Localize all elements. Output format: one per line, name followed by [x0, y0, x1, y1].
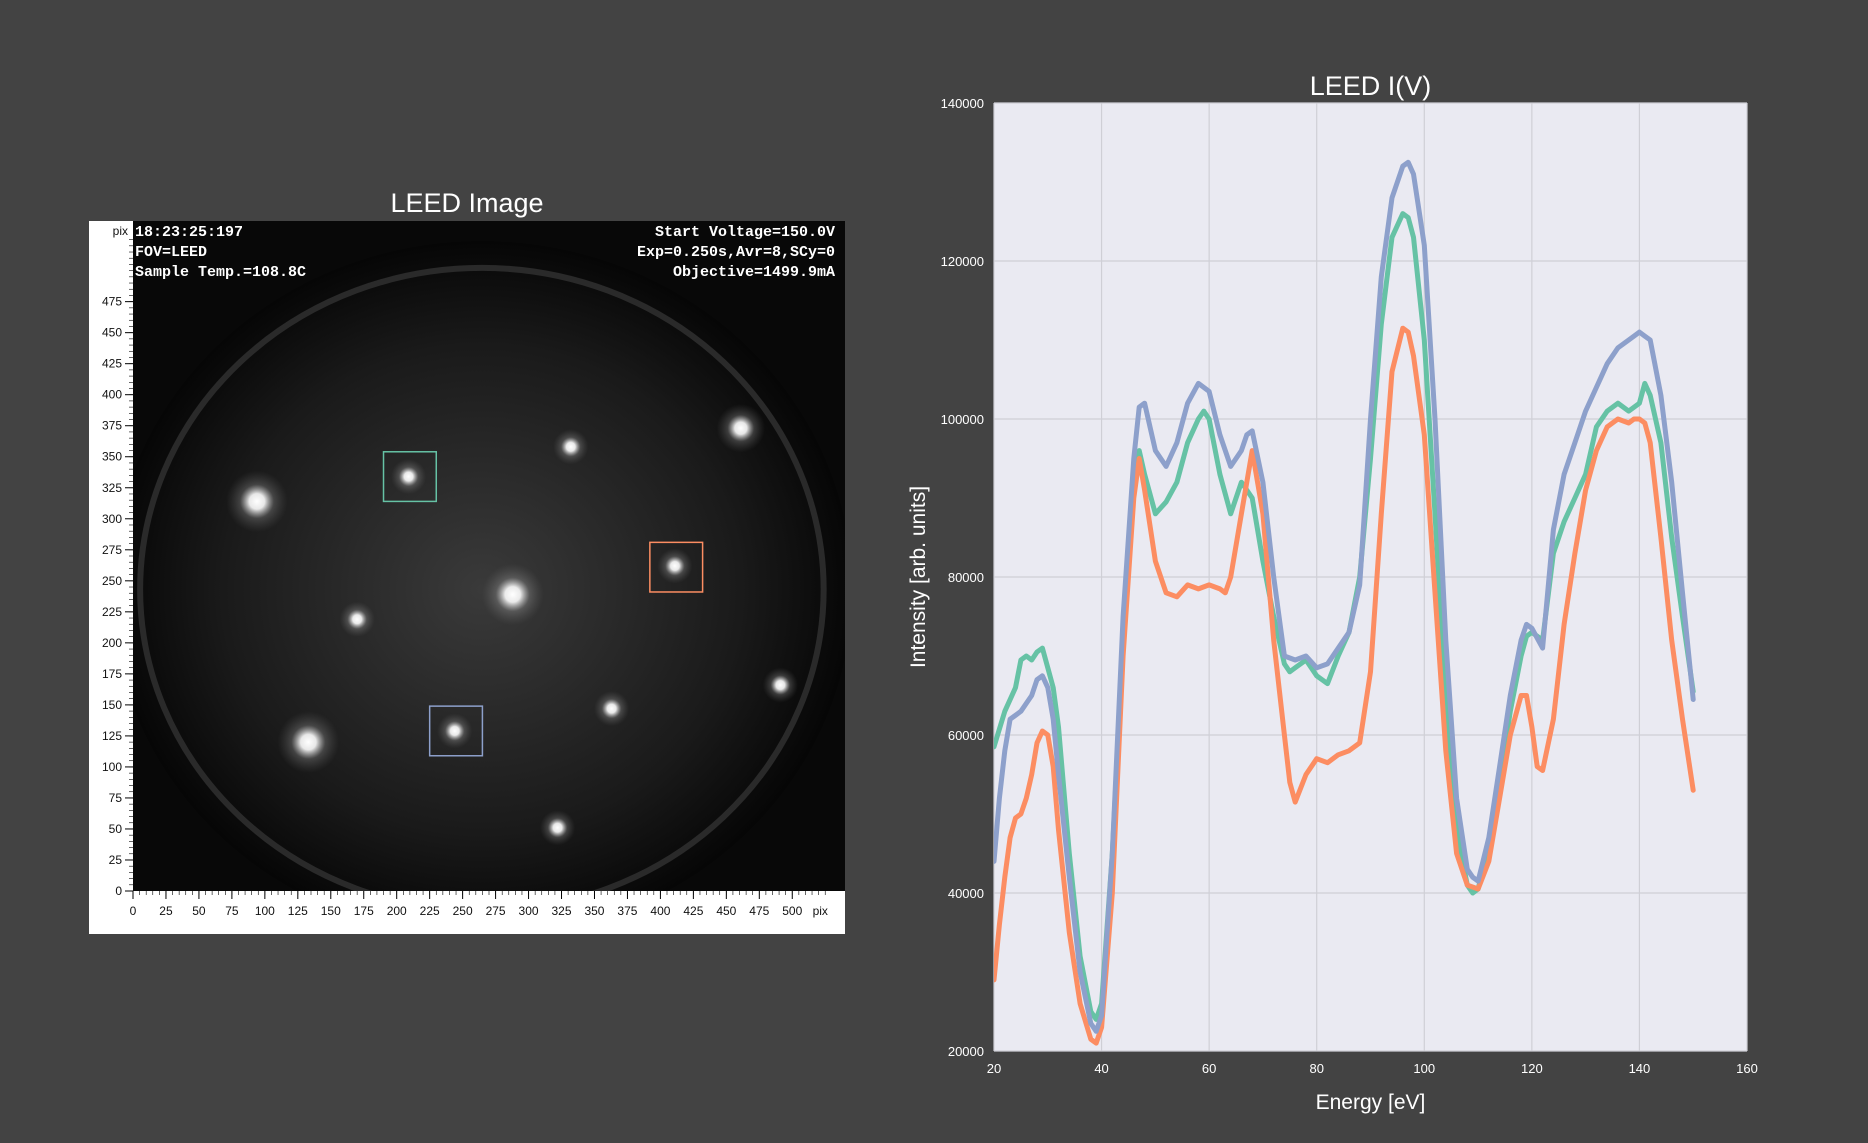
- y-tick-label: 100: [102, 760, 122, 774]
- leed-image-title: LEED Image: [390, 188, 544, 218]
- y-tick-label: 80000: [948, 570, 984, 585]
- x-tick-label: 475: [749, 904, 769, 918]
- diffraction-spot: [553, 429, 589, 465]
- overlay-text-left: 18:23:25:197: [135, 224, 243, 241]
- x-tick-label: 0: [130, 904, 137, 918]
- y-unit-label: pix: [113, 224, 128, 238]
- diffraction-spot: [437, 713, 473, 749]
- y-tick-label: 450: [102, 326, 122, 340]
- y-tick-label: 275: [102, 543, 122, 557]
- x-tick-label: 160: [1736, 1061, 1758, 1076]
- x-tick-label: 100: [1413, 1061, 1435, 1076]
- y-tick-label: 125: [102, 729, 122, 743]
- y-tick-label: 140000: [941, 96, 984, 111]
- y-tick-label: 120000: [941, 254, 984, 269]
- y-tick-label: 300: [102, 512, 122, 526]
- roi-box: [382, 451, 438, 503]
- x-tick-label: 40: [1094, 1061, 1108, 1076]
- y-tick-label: 425: [102, 357, 122, 371]
- overlay-text-right: Start Voltage=150.0V: [655, 224, 835, 241]
- x-unit-label: pix: [813, 904, 828, 918]
- diffraction-spot: [594, 691, 630, 727]
- series-group: [994, 159, 1696, 1046]
- diffraction-spot: [481, 563, 544, 626]
- iv-chart-title: LEED I(V): [1309, 71, 1432, 101]
- x-tick-label: 50: [192, 904, 206, 918]
- diffraction-spot: [390, 458, 427, 495]
- x-tick-label: 125: [288, 904, 308, 918]
- x-tick-label: 200: [387, 904, 407, 918]
- series-line: [994, 211, 1696, 1022]
- x-tick-label: 225: [420, 904, 440, 918]
- diffraction-spot: [277, 711, 340, 773]
- x-tick-label: 425: [683, 904, 703, 918]
- x-tick-label: 325: [552, 904, 572, 918]
- x-tick-label: 450: [716, 904, 736, 918]
- y-tick-label: 225: [102, 605, 122, 619]
- y-tick-label: 200: [102, 636, 122, 650]
- x-tick-label: 400: [650, 904, 670, 918]
- diffraction-spot: [226, 470, 288, 533]
- diffraction-spot: [762, 667, 798, 703]
- x-tick-label: 175: [354, 904, 374, 918]
- x-tick-label: 150: [321, 904, 341, 918]
- y-tick-label: 0: [115, 884, 122, 898]
- leed-image-content: [133, 241, 845, 891]
- x-tick-label: 140: [1629, 1061, 1651, 1076]
- y-tick-label: 60000: [948, 728, 984, 743]
- series-line: [994, 325, 1696, 1046]
- x-tick-label: 500: [782, 904, 802, 918]
- x-tick-label: 100: [255, 904, 275, 918]
- roi-box: [649, 541, 704, 593]
- x-tick-label: 120: [1521, 1061, 1543, 1076]
- overlay-text-right: Objective=1499.9mA: [673, 264, 835, 281]
- y-tick-label: 150: [102, 698, 122, 712]
- roi-box: [428, 705, 484, 757]
- y-tick-label: 50: [109, 822, 123, 836]
- y-tick-label: 40000: [948, 886, 984, 901]
- overlay-text-right: Exp=0.250s,Avr=8,SCy=0: [637, 244, 835, 261]
- screen-rim: [137, 264, 827, 891]
- diffraction-spot: [716, 404, 766, 453]
- series-line: [994, 159, 1696, 1034]
- x-tick-label: 75: [225, 904, 239, 918]
- overlay-text-left: FOV=LEED: [135, 244, 207, 261]
- y-tick-label: 375: [102, 419, 122, 433]
- y-axis-label: Intensity [arb. units]: [907, 486, 930, 668]
- diffraction-spot: [657, 548, 693, 584]
- x-tick-label: 60: [1202, 1061, 1216, 1076]
- x-tick-label: 375: [617, 904, 637, 918]
- x-tick-label: 80: [1309, 1061, 1323, 1076]
- y-tick-label: 400: [102, 388, 122, 402]
- y-tick-label: 250: [102, 574, 122, 588]
- x-tick-label: 300: [519, 904, 539, 918]
- diffraction-spot: [539, 810, 576, 846]
- y-tick-label: 175: [102, 667, 122, 681]
- x-tick-label: 25: [159, 904, 173, 918]
- x-axis-label: Energy [eV]: [1316, 1091, 1426, 1114]
- y-tick-label: 475: [102, 295, 122, 309]
- diffraction-spot: [339, 601, 375, 637]
- x-tick-label: 250: [453, 904, 473, 918]
- y-tick-label: 350: [102, 450, 122, 464]
- y-tick-label: 25: [109, 853, 123, 867]
- x-tick-label: 20: [987, 1061, 1001, 1076]
- x-tick-label: 275: [486, 904, 506, 918]
- overlay-text-left: Sample Temp.=108.8C: [135, 264, 306, 281]
- y-tick-label: 100000: [941, 412, 984, 427]
- y-tick-label: 20000: [948, 1044, 984, 1059]
- x-tick-label: 350: [584, 904, 604, 918]
- y-tick-label: 75: [109, 791, 123, 805]
- y-tick-label: 325: [102, 481, 122, 495]
